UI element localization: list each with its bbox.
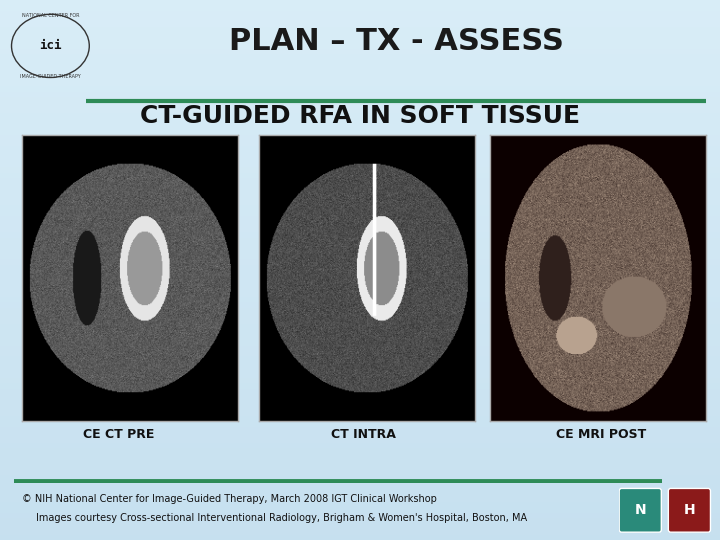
FancyBboxPatch shape bbox=[619, 488, 662, 532]
FancyBboxPatch shape bbox=[668, 488, 711, 532]
Text: NATIONAL CENTER FOR: NATIONAL CENTER FOR bbox=[22, 13, 79, 18]
Text: CT-GUIDED RFA IN SOFT TISSUE: CT-GUIDED RFA IN SOFT TISSUE bbox=[140, 104, 580, 128]
Text: CE CT PRE: CE CT PRE bbox=[83, 428, 155, 441]
Text: PLAN – TX - ASSESS: PLAN – TX - ASSESS bbox=[228, 26, 564, 56]
Text: © NIH National Center for Image-Guided Therapy, March 2008 IGT Clinical Workshop: © NIH National Center for Image-Guided T… bbox=[22, 495, 436, 504]
Text: ici: ici bbox=[39, 39, 62, 52]
Text: CT INTRA: CT INTRA bbox=[331, 428, 396, 441]
Text: CE MRI POST: CE MRI POST bbox=[556, 428, 647, 441]
Text: N: N bbox=[634, 503, 646, 517]
Text: H: H bbox=[683, 503, 696, 517]
Text: Images courtesy Cross-sectional Interventional Radiology, Brigham & Women's Hosp: Images courtesy Cross-sectional Interven… bbox=[36, 514, 527, 523]
Text: IMAGE-GUIDED THERAPY: IMAGE-GUIDED THERAPY bbox=[20, 74, 81, 79]
